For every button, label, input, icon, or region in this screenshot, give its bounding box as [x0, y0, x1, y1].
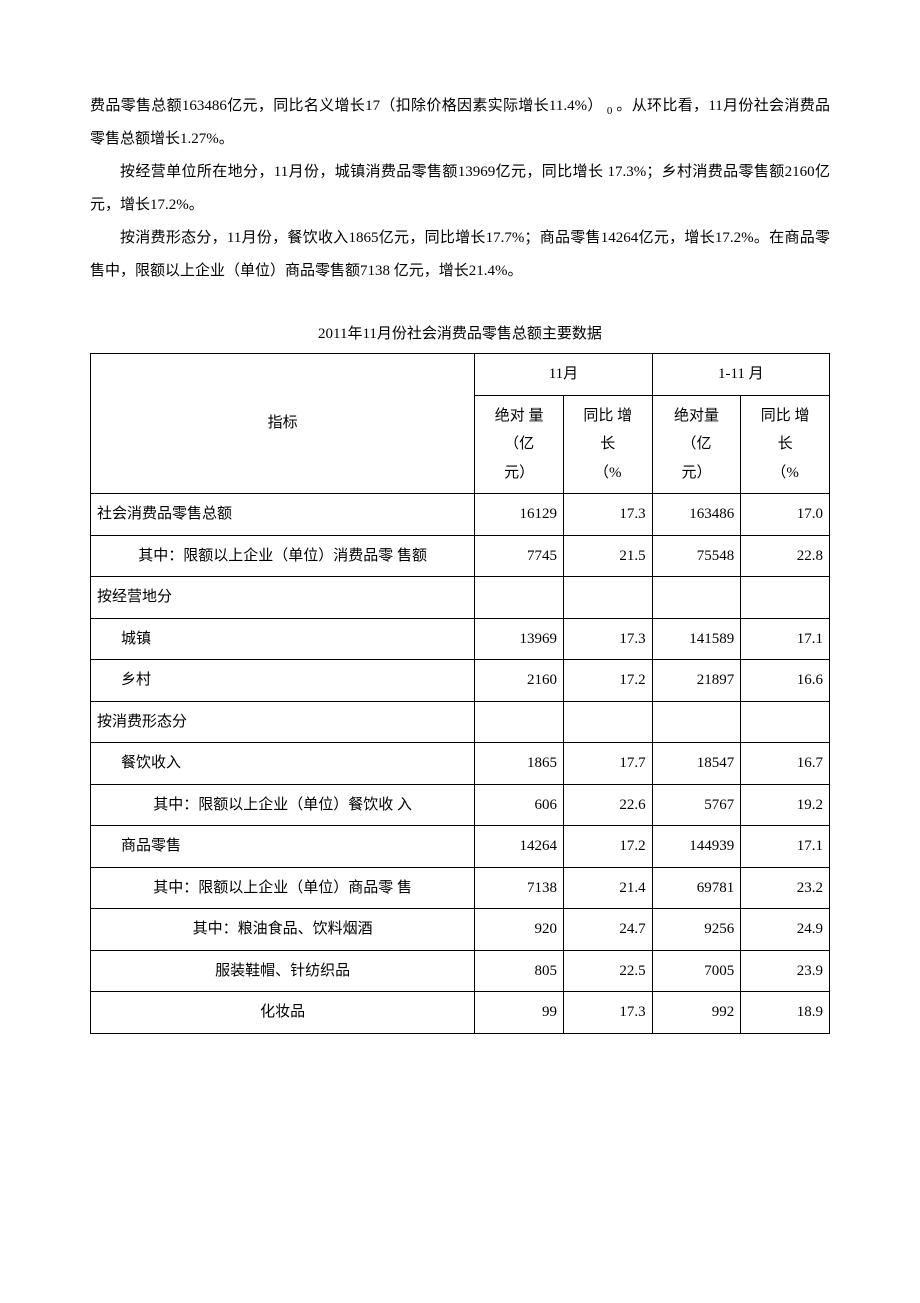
row-label: 其中：限额以上企业（单位）餐饮收 入 [91, 784, 475, 826]
row-value: 16.7 [741, 743, 830, 785]
header-period-2: 1-11 月 [652, 354, 829, 396]
row-value: 22.5 [563, 950, 652, 992]
header-yoy-1: 同比 增 长 （% [563, 395, 652, 494]
row-value [741, 577, 830, 619]
table-row: 其中：限额以上企业（单位）餐饮收 入60622.6576719.2 [91, 784, 830, 826]
row-label: 商品零售 [91, 826, 475, 868]
row-value: 163486 [652, 494, 741, 536]
row-value: 18547 [652, 743, 741, 785]
table-row: 商品零售1426417.214493917.1 [91, 826, 830, 868]
row-value: 805 [475, 950, 564, 992]
row-value: 9256 [652, 909, 741, 951]
header-period-1: 11月 [475, 354, 652, 396]
table-row: 乡村216017.22189716.6 [91, 660, 830, 702]
p1-text-a: 费品零售总额163486亿元，同比名义增长17（扣除价格因素实际增长11.4%） [90, 98, 603, 114]
row-label: 服装鞋帽、针纺织品 [91, 950, 475, 992]
row-value: 17.2 [563, 660, 652, 702]
row-label: 城镇 [91, 618, 475, 660]
table-row: 城镇1396917.314158917.1 [91, 618, 830, 660]
paragraph-2: 按经营单位所在地分，11月份，城镇消费品零售额13969亿元，同比增长 17.3… [90, 156, 830, 222]
table-row: 化妆品9917.399218.9 [91, 992, 830, 1034]
row-value: 14264 [475, 826, 564, 868]
row-value: 13969 [475, 618, 564, 660]
header-yoy-2: 同比 增 长 （% [741, 395, 830, 494]
row-value: 17.7 [563, 743, 652, 785]
row-value: 1865 [475, 743, 564, 785]
row-value: 17.1 [741, 618, 830, 660]
row-value: 5767 [652, 784, 741, 826]
header-abs-2: 绝对量 （亿 元） [652, 395, 741, 494]
paragraph-1: 费品零售总额163486亿元，同比名义增长17（扣除价格因素实际增长11.4%）… [90, 90, 830, 156]
row-value: 16.6 [741, 660, 830, 702]
header-abs-1: 绝对 量 （亿 元） [475, 395, 564, 494]
row-value: 16129 [475, 494, 564, 536]
row-value: 23.2 [741, 867, 830, 909]
table-row: 其中：限额以上企业（单位）商品零 售713821.46978123.2 [91, 867, 830, 909]
row-value: 17.3 [563, 992, 652, 1034]
row-label: 按消费形态分 [91, 701, 475, 743]
row-value: 24.7 [563, 909, 652, 951]
row-value: 23.9 [741, 950, 830, 992]
row-value [475, 577, 564, 619]
table-row: 其中：粮油食品、饮料烟酒92024.7925624.9 [91, 909, 830, 951]
table-row: 社会消费品零售总额1612917.316348617.0 [91, 494, 830, 536]
row-label: 其中：限额以上企业（单位）商品零 售 [91, 867, 475, 909]
row-value: 17.3 [563, 494, 652, 536]
row-value: 22.6 [563, 784, 652, 826]
row-value: 19.2 [741, 784, 830, 826]
row-value: 7005 [652, 950, 741, 992]
row-value: 606 [475, 784, 564, 826]
p1-sub-zero: 0 [607, 105, 613, 117]
row-label: 化妆品 [91, 992, 475, 1034]
table-row: 服装鞋帽、针纺织品80522.5700523.9 [91, 950, 830, 992]
row-value: 99 [475, 992, 564, 1034]
table-row: 按消费形态分 [91, 701, 830, 743]
row-label: 餐饮收入 [91, 743, 475, 785]
row-value: 22.8 [741, 535, 830, 577]
row-value [563, 701, 652, 743]
row-value [475, 701, 564, 743]
row-value: 17.2 [563, 826, 652, 868]
row-value: 144939 [652, 826, 741, 868]
row-value: 24.9 [741, 909, 830, 951]
row-label: 乡村 [91, 660, 475, 702]
table-row: 餐饮收入186517.71854716.7 [91, 743, 830, 785]
row-value: 69781 [652, 867, 741, 909]
row-value: 17.1 [741, 826, 830, 868]
table-row: 按经营地分 [91, 577, 830, 619]
header-indicator: 指标 [91, 354, 475, 494]
row-value: 18.9 [741, 992, 830, 1034]
row-value [741, 701, 830, 743]
row-label: 社会消费品零售总额 [91, 494, 475, 536]
row-label: 其中：粮油食品、饮料烟酒 [91, 909, 475, 951]
row-value: 21897 [652, 660, 741, 702]
table-row: 其中：限额以上企业（单位）消费品零 售额774521.57554822.8 [91, 535, 830, 577]
row-value [563, 577, 652, 619]
row-label: 按经营地分 [91, 577, 475, 619]
data-table: 指标 11月 1-11 月 绝对 量 （亿 元） 同比 增 长 （% 绝对量 （… [90, 353, 830, 1034]
table-title: 2011年11月份社会消费品零售总额主要数据 [90, 318, 830, 351]
row-label: 其中：限额以上企业（单位）消费品零 售额 [91, 535, 475, 577]
table-body: 社会消费品零售总额1612917.316348617.0其中：限额以上企业（单位… [91, 494, 830, 1034]
row-value: 75548 [652, 535, 741, 577]
row-value: 21.5 [563, 535, 652, 577]
row-value: 7745 [475, 535, 564, 577]
paragraph-3: 按消费形态分，11月份，餐饮收入1865亿元，同比增长17.7%；商品零售142… [90, 222, 830, 288]
row-value: 141589 [652, 618, 741, 660]
row-value: 7138 [475, 867, 564, 909]
row-value: 21.4 [563, 867, 652, 909]
row-value [652, 701, 741, 743]
row-value: 992 [652, 992, 741, 1034]
row-value [652, 577, 741, 619]
row-value: 17.0 [741, 494, 830, 536]
row-value: 920 [475, 909, 564, 951]
row-value: 2160 [475, 660, 564, 702]
row-value: 17.3 [563, 618, 652, 660]
